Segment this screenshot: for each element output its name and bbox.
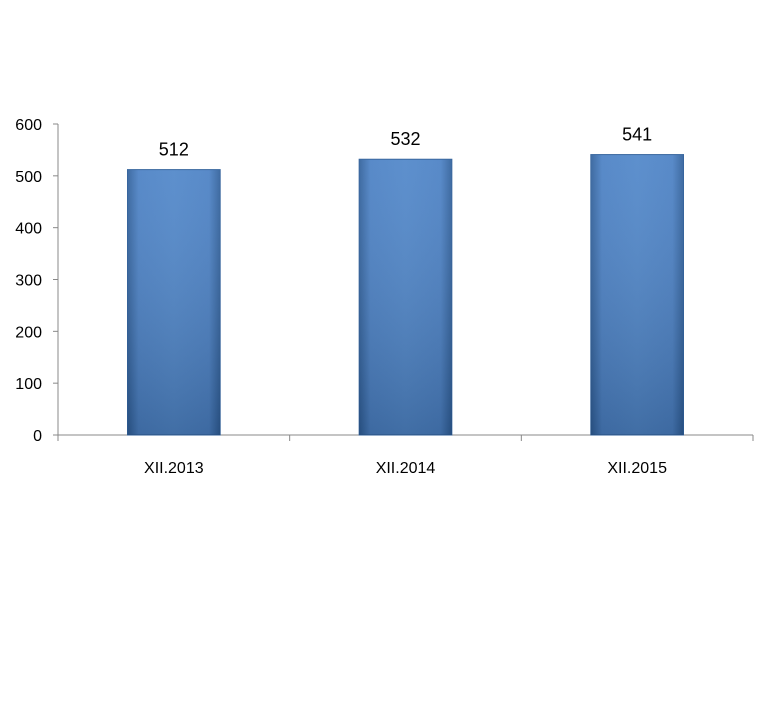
y-tick-label: 200 [15,324,42,341]
y-tick-label: 400 [15,221,42,238]
y-axis: 0 100 200 300 400 500 600 [15,117,59,445]
y-tick-label: 300 [15,273,42,290]
bar-shade [359,159,452,435]
x-tick-label: XII.2015 [607,460,667,477]
y-tick-label: 0 [33,428,42,445]
x-tick-label: XII.2014 [376,460,436,477]
data-labels: 512 532 541 [159,125,652,160]
data-label: 512 [159,140,189,160]
y-tick-label: 100 [15,376,42,393]
bar-shade [127,169,221,435]
y-tick-label: 500 [15,169,42,186]
bar-shade [590,154,684,435]
bars [127,154,684,436]
x-axis: XII.2013 XII.2014 XII.2015 [57,434,754,477]
data-label: 541 [622,125,652,145]
x-tick-label: XII.2013 [144,460,204,477]
y-tick-label: 600 [15,117,42,134]
data-label: 532 [390,129,420,149]
